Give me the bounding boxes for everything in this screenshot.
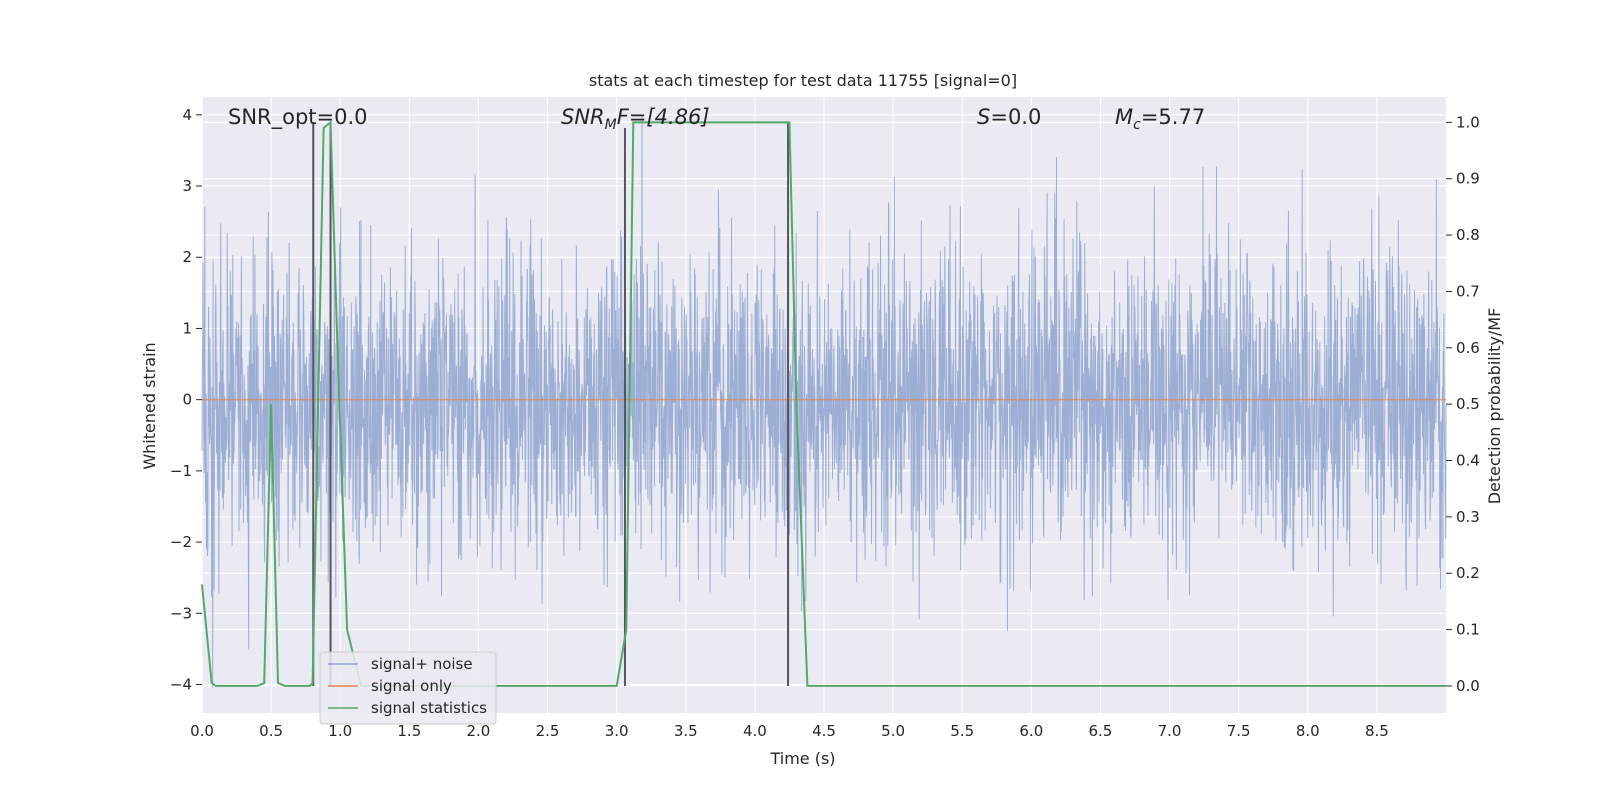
y-tick-label: 3 [182, 177, 192, 195]
y2-tick-label: 0.0 [1456, 677, 1480, 695]
y2-axis-label: Detection probability/MF [1485, 308, 1504, 505]
signal-statistics-series [201, 120, 1446, 687]
x-tick-label: 0.5 [259, 722, 283, 740]
y2-tick-label: 0.8 [1456, 226, 1480, 244]
x-tick-label: 8.5 [1365, 722, 1389, 740]
x-tick-label: 7.5 [1227, 722, 1251, 740]
y2-tick-label: 0.6 [1456, 339, 1480, 357]
y-tick-label: 1 [182, 319, 192, 337]
x-tick-label: 4.5 [812, 722, 836, 740]
y-tick-label: −3 [170, 604, 192, 622]
x-tick-label: 7.0 [1158, 722, 1182, 740]
snr-mf-sub: M [605, 117, 617, 133]
x-tick-label: 1.0 [328, 722, 352, 740]
y-axis-label: Whitened strain [140, 342, 159, 469]
y-tick-label: −2 [170, 533, 192, 551]
x-tick-label: 3.0 [605, 722, 629, 740]
snr-mf-rest: F=[4.86] [617, 105, 710, 129]
snr-mf-annotation: SNRMF=[4.86] [561, 105, 710, 133]
mc-var: M [1115, 105, 1133, 129]
x-tick-label: 6.5 [1089, 722, 1113, 740]
y-tick-label: −4 [170, 676, 192, 694]
s-annotation: S=0.0 [977, 105, 1041, 129]
legend-box [319, 651, 497, 725]
legend-label-signal-only: signal only [371, 677, 452, 695]
mc-annotation: Mc=5.77 [1115, 105, 1205, 133]
y2-tick-label: 0.4 [1456, 452, 1480, 470]
x-tick-label: 0.0 [190, 722, 214, 740]
snr-mf-main: SNR [561, 105, 605, 129]
mc-rest: =5.77 [1141, 105, 1205, 129]
legend-label-noise: signal+ noise [371, 655, 473, 673]
y-tick-label: 4 [182, 106, 192, 124]
x-tick-label: 2.0 [467, 722, 491, 740]
x-tick-label: 1.5 [397, 722, 421, 740]
legend-label-statistics: signal statistics [371, 699, 487, 717]
y2-tick-label: 0.1 [1456, 621, 1480, 639]
y2-tick-label: 0.9 [1456, 170, 1480, 188]
s-var: S [977, 105, 990, 129]
x-tick-label: 5.5 [950, 722, 974, 740]
snr-opt-annotation: SNR_opt=0.0 [228, 105, 368, 130]
y-tick-label: −1 [170, 462, 192, 480]
legend: signal+ noise signal only signal statist… [319, 651, 497, 725]
y2-tick-label: 0.5 [1456, 395, 1480, 413]
s-rest: =0.0 [990, 105, 1041, 129]
y2-tick-label: 0.2 [1456, 564, 1480, 582]
x-tick-label: 5.0 [881, 722, 905, 740]
x-tick-label: 3.5 [674, 722, 698, 740]
y2-tick-label: 0.3 [1456, 508, 1480, 526]
mc-sub: c [1133, 117, 1141, 133]
signal-noise-series [201, 114, 1447, 688]
axis-ticks: 0.0 0.5 1.0 1.5 2.0 2.5 3.0 3.5 4.0 4.5 5.0 5.5 6.0 6… [170, 106, 1480, 740]
signal-statistics-line [201, 120, 1446, 687]
y-tick-label: 2 [182, 248, 192, 266]
x-axis-label: Time (s) [769, 749, 835, 768]
chart-title: stats at each timestep for test data 117… [589, 71, 1017, 90]
x-tick-label: 8.0 [1296, 722, 1320, 740]
y2-tick-label: 1.0 [1456, 113, 1480, 131]
y2-tick-label: 0.7 [1456, 282, 1480, 300]
y-tick-label: 0 [182, 391, 192, 409]
x-tick-label: 2.5 [536, 722, 560, 740]
x-tick-label: 4.0 [743, 722, 767, 740]
signal-noise-line [201, 114, 1447, 688]
x-tick-label: 6.0 [1019, 722, 1043, 740]
vertical-markers [312, 122, 790, 686]
